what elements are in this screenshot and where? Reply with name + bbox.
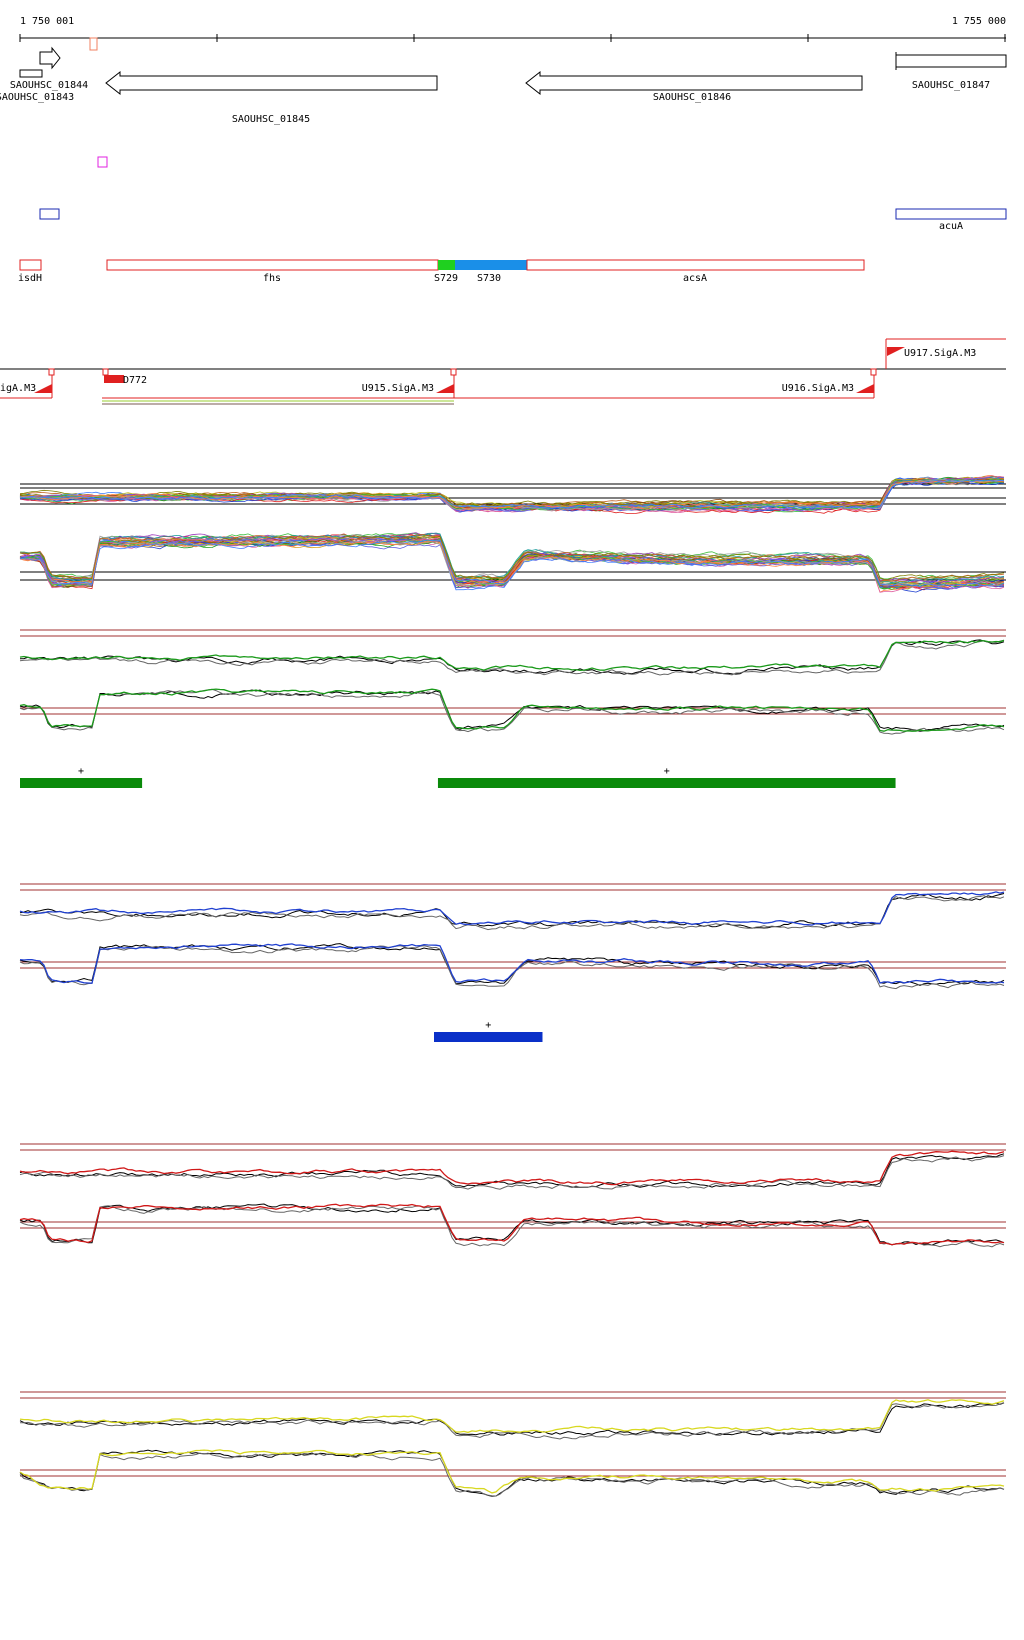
gene-arrow-saouhsc-01844[interactable] — [39, 46, 61, 70]
minus-strand-curve — [19, 688, 1005, 732]
position-marker — [89, 37, 98, 51]
gene-label-saouhsc-01844: SAOUHSC_01844 — [10, 80, 88, 91]
condition-track-2: + — [19, 883, 1006, 1042]
segment-label-s730: S730 — [477, 273, 501, 284]
significance-bar[interactable] — [20, 778, 143, 788]
gene-label-saouhsc-01846: SAOUHSC_01846 — [653, 92, 731, 103]
significance-bar-sign: + — [78, 766, 84, 777]
ruler-start-label: 1 750 001 — [20, 16, 74, 27]
red-annotation-track: isdH fhs S729 S730 acsA — [18, 259, 865, 284]
expression-condition-tracks: + ++ — [19, 629, 1006, 1497]
annotation-label-isdh: isdH — [18, 273, 42, 284]
multi-plus-curve — [19, 480, 1005, 510]
significance-bar[interactable] — [437, 778, 896, 788]
red-annotation-box-isdh[interactable] — [19, 259, 42, 271]
magenta-feature-marker — [97, 156, 108, 168]
gene-track: SAOUHSC_01844 SAOUHSC_01843 SAOUHSC_0184… — [0, 46, 1007, 125]
blue-annotation-box[interactable] — [39, 208, 60, 220]
plus-strand-curve — [19, 891, 1005, 926]
multi-plus-curve — [19, 478, 1005, 508]
minus-strand-curve — [19, 1452, 1005, 1497]
plus-strand-curve — [19, 639, 1005, 672]
segment-box-s730[interactable] — [455, 260, 527, 270]
significance-bar[interactable] — [434, 1032, 543, 1042]
promoter-flag-u916[interactable] — [856, 384, 874, 393]
expression-multi-condition-track — [19, 475, 1006, 593]
minus-strand-curve — [19, 945, 1005, 990]
promoter-flag-u915[interactable] — [436, 384, 454, 393]
minus-strand-curve — [19, 1449, 1005, 1494]
plus-strand-curve — [19, 1402, 1005, 1440]
red-annotation-box-fhs[interactable] — [106, 259, 439, 271]
blue-annotation-track: acuA — [39, 208, 1007, 232]
significance-bar-sign: + — [485, 1020, 491, 1031]
ruler-end-label: 1 755 000 — [952, 16, 1006, 27]
multi-plus-curve — [19, 479, 1005, 510]
condition-track-1: + + — [19, 629, 1006, 788]
condition-track-3 — [19, 1143, 1006, 1248]
condition-track-4 — [19, 1391, 1006, 1497]
minus-strand-curve — [19, 1203, 1005, 1246]
annotation-label-acsa: acsA — [683, 273, 707, 284]
multi-minus-curve — [19, 540, 1005, 588]
blue-annotation-box-acua[interactable] — [895, 208, 1007, 220]
promoter-flag-u914[interactable] — [34, 384, 52, 393]
gene-box-saouhsc-01847[interactable] — [895, 54, 1007, 68]
gene-label-saouhsc-01843: SAOUHSC_01843 — [0, 92, 74, 103]
promoter-label-u917: U917.SigA.M3 — [904, 348, 976, 359]
d-feature-box[interactable] — [104, 375, 124, 383]
plus-strand-curve — [19, 895, 1005, 931]
minus-strand-curve — [19, 943, 1005, 984]
red-annotation-box-acsa[interactable] — [526, 259, 865, 271]
minus-strand-curve — [19, 688, 1005, 735]
multi-plus-curve — [19, 479, 1005, 509]
multi-minus-curve — [19, 539, 1005, 588]
plus-strand-curve — [19, 1402, 1005, 1436]
minus-strand-curve — [19, 943, 1005, 986]
gene-label-saouhsc-01845: SAOUHSC_01845 — [232, 114, 310, 125]
promoter-label-u914: igA.M3 — [0, 383, 36, 394]
segment-label-s729: S729 — [434, 273, 458, 284]
segment-box-s729[interactable] — [438, 260, 455, 270]
significance-bar-sign: + — [664, 766, 670, 777]
multi-minus-curve — [19, 532, 1005, 584]
plus-strand-curve — [19, 1150, 1005, 1186]
multi-minus-curve — [19, 537, 1005, 593]
minus-strand-curve — [19, 689, 1005, 732]
gene-box-saouhsc-01843[interactable] — [19, 69, 43, 78]
plus-strand-curve — [19, 639, 1005, 675]
promoter-label-u915: U915.SigA.M3 — [362, 383, 434, 394]
annotation-label-acua: acuA — [939, 221, 963, 232]
multi-minus-curve — [19, 535, 1005, 580]
gene-arrow-saouhsc-01845[interactable] — [105, 70, 438, 96]
d-feature-label: D772 — [123, 375, 147, 386]
gene-arrow-saouhsc-01846[interactable] — [525, 70, 863, 96]
minus-strand-curve — [19, 1205, 1005, 1248]
plus-strand-curve — [19, 1155, 1005, 1190]
position-ruler: 1 750 001 1 755 000 — [19, 16, 1006, 51]
promoter-track: U917.SigA.M3 igA.M3 D772 U915.SigA.M3 U9… — [0, 338, 1006, 405]
plus-strand-curve — [19, 1153, 1005, 1188]
minus-strand-curve — [19, 1203, 1005, 1246]
plus-strand-curve — [19, 893, 1005, 929]
annotation-label-fhs: fhs — [263, 273, 281, 284]
promoter-flag-u917[interactable] — [887, 347, 905, 356]
plus-strand-curve — [19, 1399, 1005, 1434]
gene-label-saouhsc-01847: SAOUHSC_01847 — [912, 80, 990, 91]
plus-strand-curve — [19, 639, 1005, 676]
promoter-label-u916: U916.SigA.M3 — [782, 383, 854, 394]
